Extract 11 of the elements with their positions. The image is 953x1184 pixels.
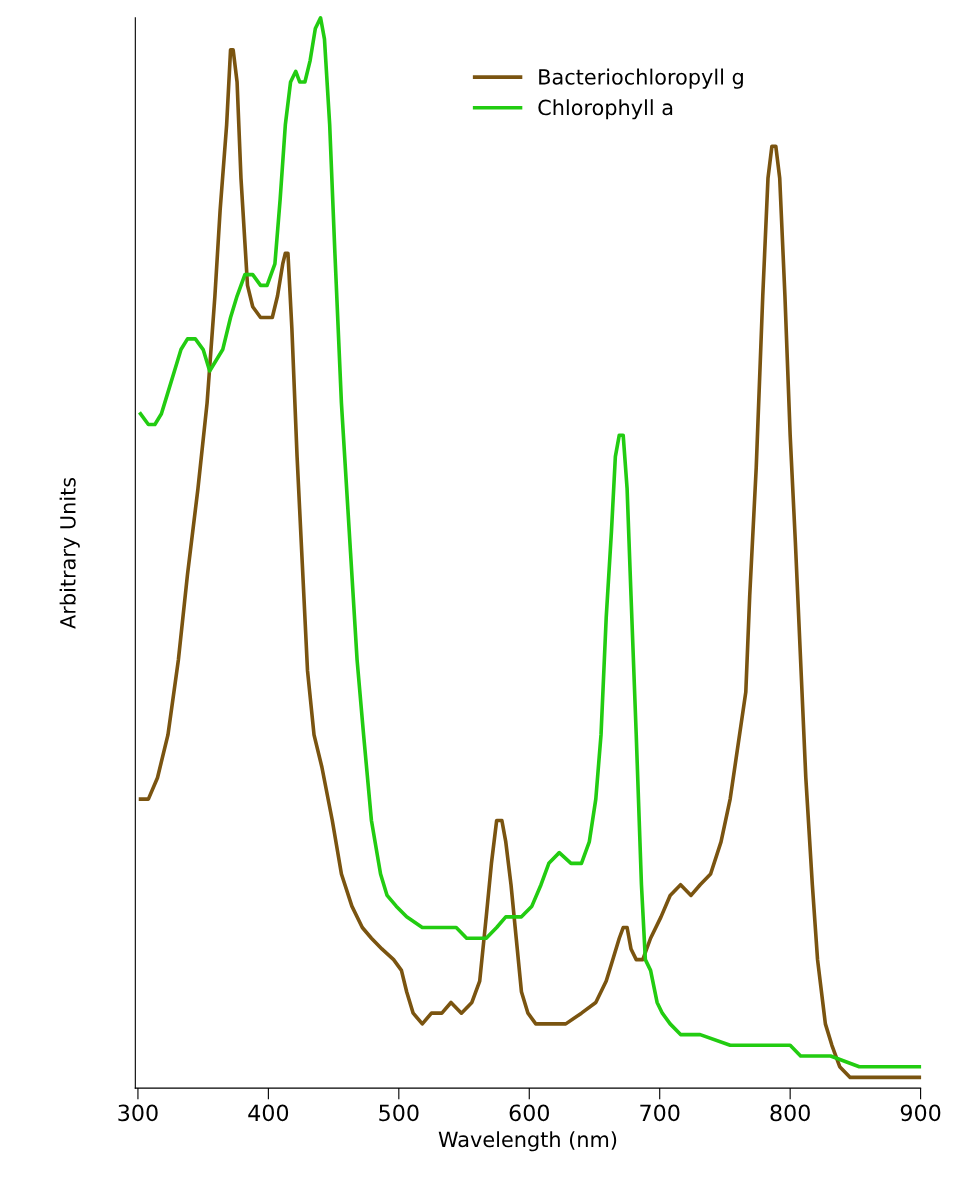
x-tick-label: 900 <box>900 1104 941 1122</box>
x-tick-label: 700 <box>640 1104 680 1122</box>
x-tick-label: 500 <box>379 1104 419 1122</box>
legend-label: Bacteriochloropyll g <box>539 68 743 89</box>
x-tick-label: 800 <box>770 1104 810 1122</box>
x-axis-title: Wavelength (nm) <box>438 1131 617 1152</box>
x-tick-label: 400 <box>248 1104 289 1122</box>
x-tick-label: 300 <box>118 1104 158 1122</box>
y-axis-title: Arbitrary Units <box>59 477 80 629</box>
x-tick-label: 600 <box>509 1104 549 1122</box>
legend-label: Chlorophyll a <box>538 99 673 120</box>
